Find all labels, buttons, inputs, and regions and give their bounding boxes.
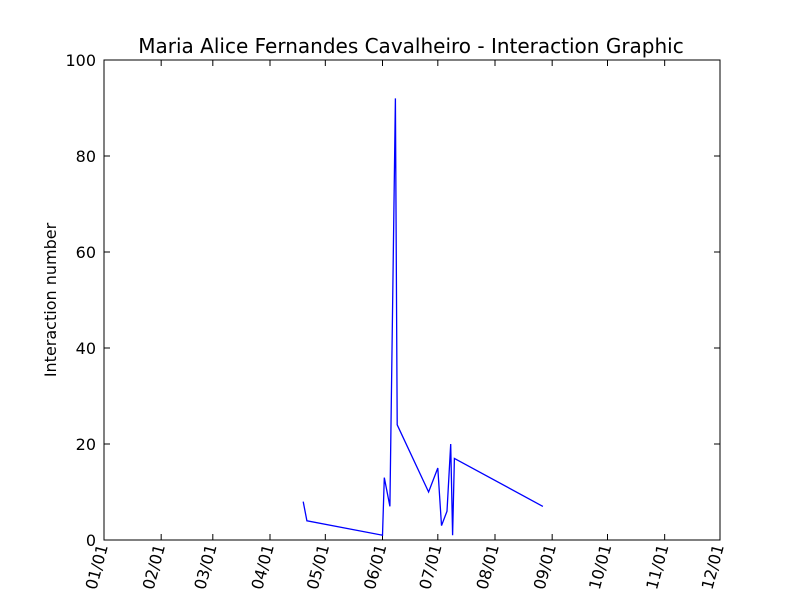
x-tick-label: 09/01 [530,542,560,591]
x-tick-label: 03/01 [190,542,220,591]
chart-title: Maria Alice Fernandes Cavalheiro - Inter… [138,34,683,58]
y-tick-label: 80 [76,147,96,166]
y-axis: 0 20 40 60 80 100 [65,51,720,550]
x-tick-label: 07/01 [415,542,445,591]
y-tick-label: 60 [76,243,96,262]
plot-area [103,59,721,541]
x-tick-label: 08/01 [473,542,503,591]
x-tick-label: 04/01 [248,542,278,591]
y-tick-label: 20 [76,435,96,454]
x-tick-label: 12/01 [698,542,728,591]
y-tick-label: 100 [65,51,96,70]
x-axis: 01/01 02/01 03/01 04/01 05/01 06/01 07/01 08/01… [82,60,728,592]
x-tick-label: 06/01 [360,542,390,591]
y-tick-label: 40 [76,339,96,358]
y-tick-label: 0 [86,531,96,550]
series-line [302,98,544,536]
x-tick-label: 02/01 [139,542,169,591]
x-tick-label: 11/01 [642,542,672,591]
y-axis-label: Interaction number [41,222,60,377]
x-tick-label: 05/01 [303,542,333,591]
x-tick-label: 10/01 [585,542,615,591]
